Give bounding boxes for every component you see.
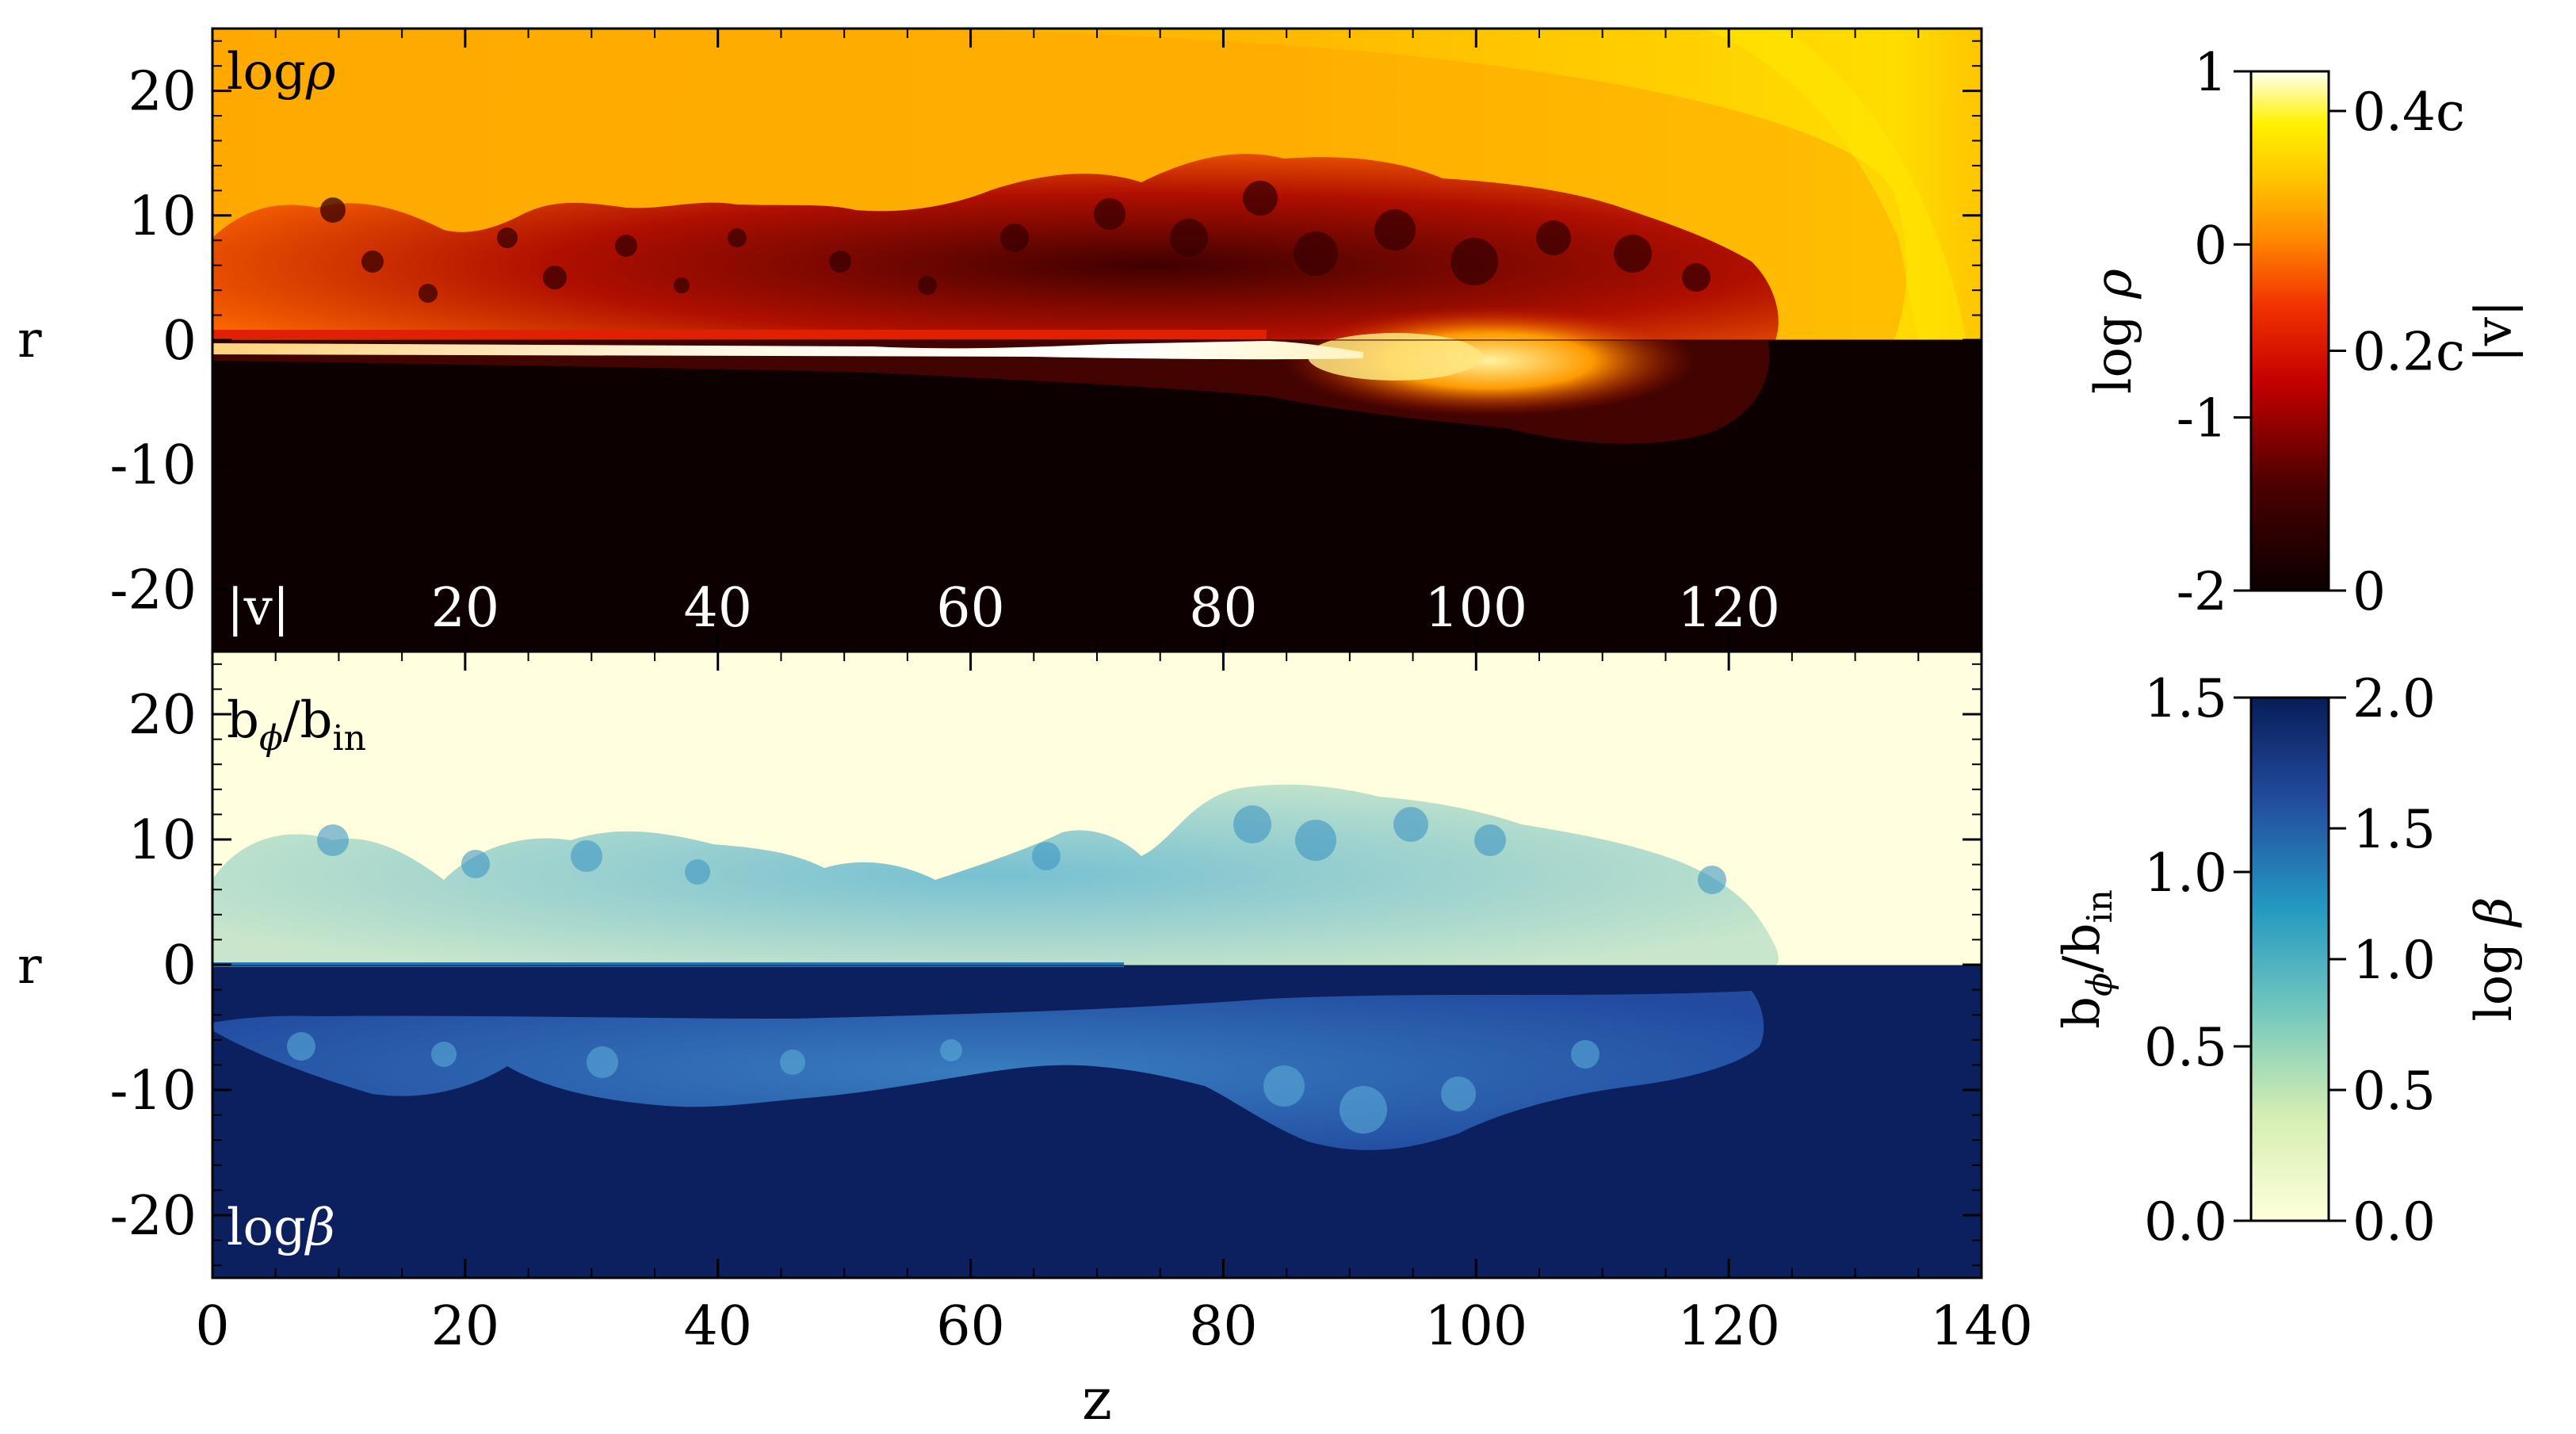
y-tick-label: 10 (128, 185, 197, 248)
x-tick-label: 60 (936, 1295, 1005, 1358)
x-tick-label: 140 (1930, 1295, 2033, 1358)
inner-x-tick-label: 60 (936, 577, 1005, 640)
y-tick-label: 20 (128, 684, 197, 747)
y-tick-label: 10 (128, 809, 197, 872)
colorbar-right-tick-label: 1.5 (2352, 799, 2436, 860)
bphi-structure (212, 784, 1779, 966)
y-tick-label: -10 (109, 434, 197, 497)
panel-divider-upper (212, 339, 1982, 341)
colorbar-hot (2249, 70, 2330, 592)
inner-x-tick-label: 120 (1677, 577, 1780, 640)
y-tick-label: -20 (109, 559, 197, 621)
colorbar-right-tick-label: 0.4c (2352, 82, 2465, 143)
cocoon-eddies (320, 181, 1710, 303)
label-bphi-bin: bϕ/bin (227, 691, 366, 759)
colorbar-left-tick-label: 0.0 (2144, 1191, 2227, 1252)
colorbar-left-tick-label: -2 (2177, 561, 2227, 622)
y-tick-label: -20 (109, 1185, 197, 1248)
colorbar-right-tick-label: 2.0 (2352, 668, 2436, 729)
x-tick-label: 120 (1677, 1295, 1780, 1358)
colorbar-left-tick-label: -1 (2177, 388, 2227, 449)
x-tick-label: 80 (1189, 1295, 1258, 1358)
y-tick-label: -10 (109, 1060, 197, 1122)
xlabel-lower: z (1082, 1366, 1112, 1432)
jet-spine-lower (212, 962, 1124, 967)
logbeta-eddies (287, 1032, 1599, 1134)
jet-spine-upper (212, 330, 1267, 339)
colorbar-blue (2249, 696, 2330, 1222)
x-tick-label: 40 (683, 1295, 752, 1358)
colorbar-right-tick-label: 1.0 (2352, 930, 2436, 991)
hot-spot (1284, 305, 1696, 416)
colorbar-left-tick-label: 0 (2194, 215, 2227, 276)
inner-x-tick-label: 40 (683, 577, 752, 640)
colorbar-left-tick-label: 1 (2194, 42, 2227, 103)
y-tick-label: 0 (162, 935, 197, 997)
bphi-eddies (317, 805, 1726, 894)
ylabel-upper: r (17, 311, 42, 369)
ylabel-lower: r (17, 937, 42, 996)
jet-core-velocity (212, 341, 1363, 360)
colorbar-hot-ticks: 1 0 -1 -2 0.4c 0.2c 0 (2177, 42, 2465, 622)
colorbar-left-tick-label: 1.0 (2144, 843, 2227, 904)
y-tick-label: 20 (128, 61, 197, 124)
cocoon-logrho (212, 154, 1779, 340)
label-logrho: logρ (227, 43, 336, 101)
upper-panel (212, 29, 1982, 652)
bow-shock-outer (1704, 29, 1966, 340)
colorbar-blue-right-label: log β (2465, 897, 2524, 1021)
y-tick-label: 0 (162, 310, 197, 373)
x-tick-label: 100 (1424, 1295, 1527, 1358)
x-tick-label: 0 (195, 1295, 229, 1358)
lower-panel (212, 652, 1982, 1278)
colorbar-right-tick-label: 0.5 (2352, 1061, 2436, 1122)
label-logbeta: logβ (227, 1199, 335, 1257)
inner-x-tick-label: 100 (1424, 577, 1527, 640)
label-v: |v| (227, 579, 289, 637)
x-tick-label: 20 (431, 1295, 500, 1358)
hot-spot-core (1308, 333, 1482, 380)
colorbar-hot-right-label: |v| (2465, 300, 2524, 362)
colorbar-blue-ticks: 1.5 1.0 0.5 0.0 2.0 1.5 1.0 0.5 0.0 (2144, 668, 2436, 1252)
colorbar-left-tick-label: 0.5 (2144, 1017, 2227, 1078)
colorbar-right-tick-label: 0 (2352, 561, 2386, 622)
colorbar-right-tick-label: 0.2c (2352, 322, 2465, 383)
inner-x-tick-label: 80 (1189, 577, 1258, 640)
colorbar-left-tick-label: 1.5 (2144, 668, 2227, 729)
colorbar-hot-left-label: log ρ (2085, 269, 2143, 394)
inner-x-tick-label: 20 (431, 577, 500, 640)
colorbar-blue-left-label: bϕ/bin (2053, 889, 2120, 1029)
colorbar-right-tick-label: 0.0 (2352, 1191, 2436, 1252)
